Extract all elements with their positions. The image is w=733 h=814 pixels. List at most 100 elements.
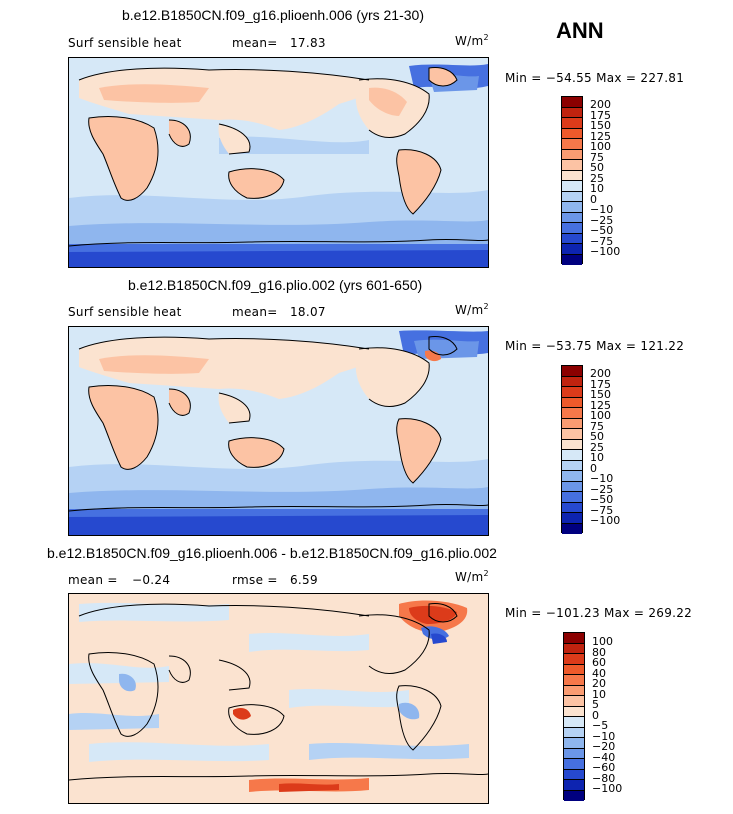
panel-1-title: b.e12.B1850CN.f09_g16.plioenh.006 (yrs 2… [122, 7, 424, 23]
panel-2-colorbar-cell [562, 429, 582, 440]
panel-1-field [69, 58, 488, 267]
colorbar-tick-label: 20 [592, 677, 606, 690]
panel-1-colorbar-cell [562, 139, 582, 150]
panel-1-colorbar-cell [562, 254, 582, 265]
panel-2-colorbar-cell [562, 502, 582, 513]
colorbar-tick-label: −75 [590, 503, 614, 517]
season-label: ANN [556, 18, 604, 43]
panel-2-mean-label: mean= [232, 305, 278, 319]
panel-3-colorbar-cell [564, 664, 584, 675]
colorbar-tick-label: 0 [592, 708, 599, 722]
panel-1-mean-label: mean= [232, 36, 278, 50]
panel-3-colorbar-cell [564, 696, 584, 707]
colorbar-tick-label: 200 [590, 98, 611, 111]
panel-2-colorbar-cell [562, 366, 582, 377]
panel-2-colorbar-cell [562, 450, 582, 461]
panel-1-colorbar [561, 96, 583, 265]
colorbar-tick-label: 175 [590, 377, 611, 391]
panel-2-colorbar-ticks: 200 175 150 125 100 75 50 25 10 0 −10 −2… [590, 368, 630, 536]
panel-3-title: b.e12.B1850CN.f09_g16.plioenh.006 - b.e1… [47, 545, 497, 561]
panel-1-units: W/m2 [455, 33, 489, 48]
colorbar-tick-label: −10 [590, 203, 614, 216]
panel-1-colorbar-cell [562, 118, 582, 129]
panel-2-colorbar-cell [562, 376, 582, 387]
panel-3-field [69, 594, 488, 803]
colorbar-tick-label: −10 [592, 729, 616, 743]
panel-3-colorbar-cell [564, 780, 584, 791]
panel-1-colorbar-cell [562, 107, 582, 118]
colorbar-tick-label: −100 [592, 782, 623, 795]
panel-3-colorbar-cell [564, 738, 584, 749]
panel-3-colorbar-cell [564, 790, 584, 801]
panel-2-variable-label: Surf sensible heat [68, 305, 182, 319]
panel-1-mean-value: 17.83 [290, 36, 326, 50]
colorbar-tick-label: −25 [590, 213, 614, 227]
panel-2-field [69, 327, 488, 535]
panel-1-colorbar-ticks: 200 175 150 125 100 75 50 25 10 0 −10 −2… [590, 99, 630, 267]
panel-2-map [68, 326, 489, 536]
panel-3-colorbar-cell [564, 685, 584, 696]
panel-3-colorbar-cell [564, 727, 584, 738]
panel-3-colorbar [563, 632, 585, 801]
panel-1-colorbar-cell [562, 244, 582, 255]
panel-3-colorbar-cell [564, 717, 584, 728]
colorbar-tick-label: 0 [590, 461, 597, 475]
colorbar-tick-label: 50 [590, 161, 604, 174]
colorbar-tick-label: −50 [590, 224, 614, 237]
colorbar-tick-label: −25 [590, 482, 614, 496]
panel-1-map [68, 57, 489, 268]
panel-3-colorbar-cell [564, 769, 584, 780]
colorbar-tick-label: 25 [590, 440, 604, 454]
colorbar-tick-label: −100 [590, 514, 621, 527]
colorbar-tick-label: 0 [590, 192, 597, 206]
colorbar-tick-label: 175 [590, 108, 611, 122]
panel-2-title: b.e12.B1850CN.f09_g16.plio.002 (yrs 601-… [128, 277, 423, 293]
colorbar-tick-label: −80 [592, 771, 616, 785]
colorbar-tick-label: 10 [590, 182, 604, 195]
panel-2-colorbar-cell [562, 513, 582, 524]
panel-1-colorbar-cell [562, 233, 582, 244]
colorbar-tick-label: 10 [590, 451, 604, 464]
panel-3-mean-value: −0.24 [132, 573, 171, 587]
panel-1-colorbar-cell [562, 128, 582, 139]
panel-1-colorbar-cell [562, 160, 582, 171]
panel-2-units: W/m2 [455, 302, 489, 317]
panel-2-colorbar-cell [562, 418, 582, 429]
panel-2-colorbar-cell [562, 408, 582, 419]
colorbar-tick-label: 5 [592, 698, 599, 711]
colorbar-tick-label: 80 [592, 645, 606, 659]
panel-2-colorbar [561, 365, 583, 534]
panel-1-colorbar-cell [562, 223, 582, 234]
colorbar-tick-label: −100 [590, 245, 621, 258]
panel-2-minmax: Min = −53.75 Max = 121.22 [505, 339, 685, 353]
panel-2-colorbar-cell [562, 387, 582, 398]
panel-2-colorbar-cell [562, 492, 582, 503]
panel-1-colorbar-cell [562, 170, 582, 181]
panel-3-rmse-value: 6.59 [290, 573, 318, 587]
panel-1-variable-label: Surf sensible heat [68, 36, 182, 50]
panel-2-colorbar-cell [562, 481, 582, 492]
panel-2-colorbar-cell [562, 523, 582, 534]
panel-3-map [68, 593, 489, 804]
colorbar-tick-label: 200 [590, 367, 611, 380]
panel-2-colorbar-cell [562, 439, 582, 450]
colorbar-tick-label: 25 [590, 171, 604, 185]
panel-2-colorbar-cell [562, 460, 582, 471]
colorbar-tick-label: 100 [592, 635, 613, 648]
panel-1-colorbar-cell [562, 97, 582, 108]
colorbar-tick-label: 60 [592, 656, 606, 669]
panel-3-minmax: Min = −101.23 Max = 269.22 [505, 606, 693, 620]
colorbar-tick-label: −5 [592, 719, 609, 732]
panel-3-rmse-label: rmse = [232, 573, 278, 587]
panel-3-colorbar-cell [564, 706, 584, 717]
colorbar-tick-label: 125 [590, 129, 611, 143]
colorbar-tick-label: −50 [590, 493, 614, 506]
colorbar-tick-label: −60 [592, 761, 616, 774]
panel-1-minmax: Min = −54.55 Max = 227.81 [505, 71, 685, 85]
colorbar-tick-label: 100 [590, 140, 611, 153]
colorbar-tick-label: −40 [592, 750, 616, 764]
colorbar-tick-label: −75 [590, 234, 614, 248]
colorbar-tick-label: 100 [590, 409, 611, 422]
panel-1-colorbar-cell [562, 191, 582, 202]
panel-3-colorbar-ticks: 100 80 60 40 20 10 5 0 −5 −10 −20 −40 −6… [592, 636, 632, 804]
